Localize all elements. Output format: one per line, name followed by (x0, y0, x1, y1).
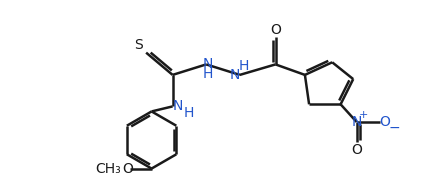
Text: S: S (134, 38, 143, 52)
Text: N: N (351, 115, 362, 129)
Text: N: N (203, 57, 213, 71)
Text: O: O (270, 23, 281, 36)
Text: CH₃: CH₃ (95, 162, 121, 176)
Text: N: N (173, 99, 183, 113)
Text: H: H (203, 67, 213, 81)
Text: H: H (239, 59, 249, 73)
Text: O: O (379, 115, 390, 129)
Text: +: + (359, 110, 368, 120)
Text: O: O (122, 162, 133, 176)
Text: N: N (229, 68, 240, 82)
Text: O: O (351, 143, 362, 157)
Text: H: H (183, 106, 194, 120)
Text: −: − (388, 120, 400, 134)
